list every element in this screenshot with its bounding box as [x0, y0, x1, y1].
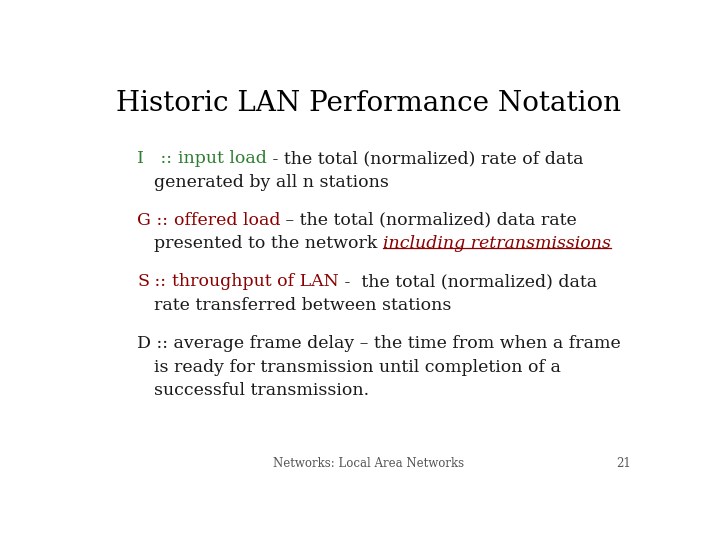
- Text: ::: ::: [150, 273, 172, 291]
- Text: D: D: [138, 335, 151, 352]
- Text: Networks: Local Area Networks: Networks: Local Area Networks: [274, 457, 464, 470]
- Text: ::: ::: [145, 150, 178, 167]
- Text: S: S: [138, 273, 150, 291]
- Text: successful transmission.: successful transmission.: [154, 382, 369, 399]
- Text: – the total (normalized) data rate: – the total (normalized) data rate: [280, 212, 577, 228]
- Text: generated by all n stations: generated by all n stations: [154, 174, 389, 191]
- Text: :: average frame delay – the time from when a frame: :: average frame delay – the time from w…: [151, 335, 621, 352]
- Text: including retransmissions: including retransmissions: [383, 235, 611, 252]
- Text: -  the total (normalized) data: - the total (normalized) data: [338, 273, 597, 291]
- Text: 21: 21: [616, 457, 631, 470]
- Text: is ready for transmission until completion of a: is ready for transmission until completi…: [154, 359, 561, 376]
- Text: Historic LAN Performance Notation: Historic LAN Performance Notation: [117, 90, 621, 117]
- Text: input load: input load: [178, 150, 267, 167]
- Text: offered load: offered load: [174, 212, 280, 228]
- Text: presented to the network: presented to the network: [154, 235, 383, 252]
- Text: rate transferred between stations: rate transferred between stations: [154, 297, 451, 314]
- Text: - the total (normalized) rate of data: - the total (normalized) rate of data: [267, 150, 583, 167]
- Text: I: I: [138, 150, 145, 167]
- Text: ::: ::: [151, 212, 174, 228]
- Text: throughput of LAN: throughput of LAN: [172, 273, 338, 291]
- Text: G: G: [138, 212, 151, 228]
